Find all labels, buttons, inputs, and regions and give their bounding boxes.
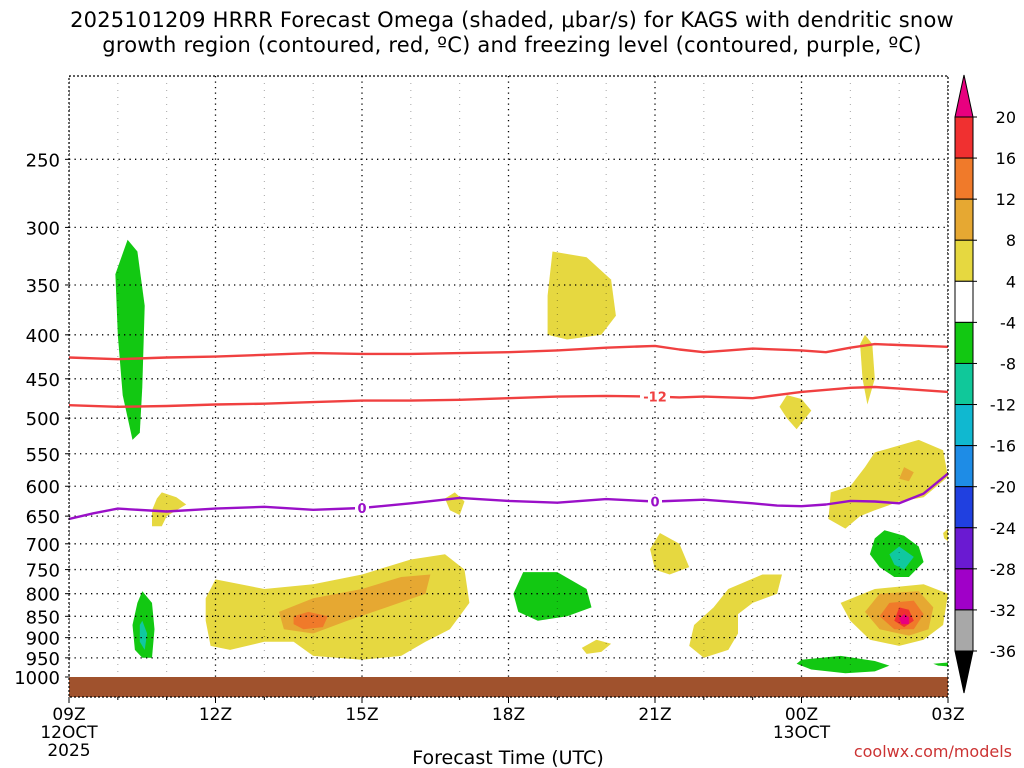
- x-tick-year-09Z: 2025: [47, 741, 90, 761]
- colorbar-band-6: [954, 362, 974, 406]
- x-axis-label: Forecast Time (UTC): [412, 747, 603, 768]
- colorbar-band-4: [954, 280, 974, 323]
- y-tick-label-300: 300: [26, 218, 60, 239]
- y-tick-label-950: 950: [26, 649, 60, 670]
- omega-region-11: [547, 251, 616, 340]
- colorbar-label-3: 8: [1006, 231, 1016, 250]
- y-tick-label-750: 750: [26, 561, 60, 582]
- y-tick-label-700: 700: [26, 535, 60, 556]
- colorbar-band-7: [954, 404, 974, 447]
- y-tick-label-900: 900: [26, 629, 60, 650]
- colorbar-label-0: 20: [996, 108, 1016, 127]
- plot-frame: [68, 75, 949, 698]
- omega-region-7: [933, 662, 948, 667]
- x-tick-date-09Z: 12OCT: [40, 723, 98, 743]
- contour-label-2-0: 0: [357, 502, 366, 517]
- colorbar-band-0: [954, 116, 974, 159]
- contour-label-bg-1-0: [640, 389, 670, 404]
- contour-line-2: [69, 472, 948, 521]
- y-tick-label-1000: 1000: [14, 668, 60, 689]
- colorbar-label-4: 4: [1006, 272, 1016, 291]
- colorbar-band-3: [954, 239, 974, 282]
- omega-region-25: [899, 614, 909, 625]
- y-tick-label-550: 550: [26, 445, 60, 466]
- colorbar-band-12: [954, 609, 974, 652]
- colorbar-band-10: [954, 527, 974, 570]
- contour-line-1: [69, 385, 948, 408]
- colorbar-band-1: [954, 157, 974, 200]
- y-tick-label-850: 850: [26, 607, 60, 628]
- colorbar-label-10: -24: [990, 519, 1016, 538]
- x-tick-label-18Z: 18Z: [492, 705, 525, 725]
- omega-region-6: [796, 655, 890, 674]
- colorbar-bottom-arrow: [954, 650, 974, 694]
- x-tick-label-12Z: 12Z: [199, 705, 232, 725]
- y-tick-label-250: 250: [26, 150, 60, 171]
- plot-background: [69, 76, 948, 697]
- colorbar-label-1: 16: [996, 149, 1016, 168]
- omega-region-12: [152, 492, 187, 527]
- chart-title-line-1: 2025101209 HRRR Forecast Omega (shaded, …: [70, 8, 954, 32]
- omega-region-19: [828, 439, 948, 529]
- colorbar-label-12: -32: [990, 601, 1016, 620]
- x-tick-label-21Z: 21Z: [638, 705, 671, 725]
- contour-line-0: [69, 342, 948, 361]
- colorbar-band-5: [954, 321, 974, 364]
- omega-region-0: [115, 239, 145, 440]
- x-tick-label-09Z: 09Z: [52, 705, 85, 725]
- contour-label-1-0: -12: [643, 391, 667, 406]
- omega-region-17: [779, 395, 812, 430]
- colorbar-label-6: -8: [1000, 354, 1016, 373]
- y-tick-label-350: 350: [26, 276, 60, 297]
- colorbar-band-8: [954, 445, 974, 488]
- colorbar-band-2: [954, 198, 974, 241]
- colorbar-band-9: [954, 486, 974, 529]
- plot-area: -12 0 0: [69, 76, 948, 697]
- colorbar-label-2: 12: [996, 190, 1016, 209]
- colorbar-label-13: -36: [990, 642, 1016, 661]
- omega-region-5: [889, 546, 914, 570]
- site-credit: coolwx.com/models: [853, 742, 1012, 761]
- y-tick-label-650: 650: [26, 507, 60, 528]
- y-tick-label-500: 500: [26, 409, 60, 430]
- ground-fill: [69, 677, 948, 697]
- omega-region-16: [581, 639, 612, 654]
- contour-label-2-1: 0: [650, 495, 659, 510]
- omega-region-2: [139, 620, 148, 650]
- chart-title-line-2: growth region (contoured, red, ºC) and f…: [102, 33, 922, 57]
- colorbar-band-11: [954, 568, 974, 611]
- colorbar-label-11: -28: [990, 560, 1016, 579]
- omega-region-3: [513, 572, 592, 621]
- x-tick-label-00Z: 00Z: [785, 705, 818, 725]
- omega-region-20: [899, 467, 914, 482]
- omega-region-26: [943, 528, 948, 542]
- omega-region-10: [293, 611, 328, 630]
- x-tick-label-15Z: 15Z: [345, 705, 378, 725]
- colorbar-top-arrow: [954, 74, 974, 118]
- y-tick-label-800: 800: [26, 585, 60, 606]
- contour-label-bg-2-0: [355, 501, 369, 516]
- colorbar-label-5: -4: [1000, 313, 1016, 332]
- x-tick-date-00Z: 13OCT: [773, 723, 831, 743]
- colorbar-label-7: -12: [990, 396, 1016, 415]
- colorbar-label-9: -20: [990, 478, 1016, 497]
- x-tick-label-03Z: 03Z: [931, 705, 964, 725]
- colorbar-label-8: -16: [990, 437, 1016, 456]
- y-tick-label-450: 450: [26, 370, 60, 391]
- y-tick-label-400: 400: [26, 326, 60, 347]
- omega-region-14: [650, 533, 690, 575]
- contour-label-bg-2-1: [648, 494, 662, 509]
- y-tick-label-600: 600: [26, 477, 60, 498]
